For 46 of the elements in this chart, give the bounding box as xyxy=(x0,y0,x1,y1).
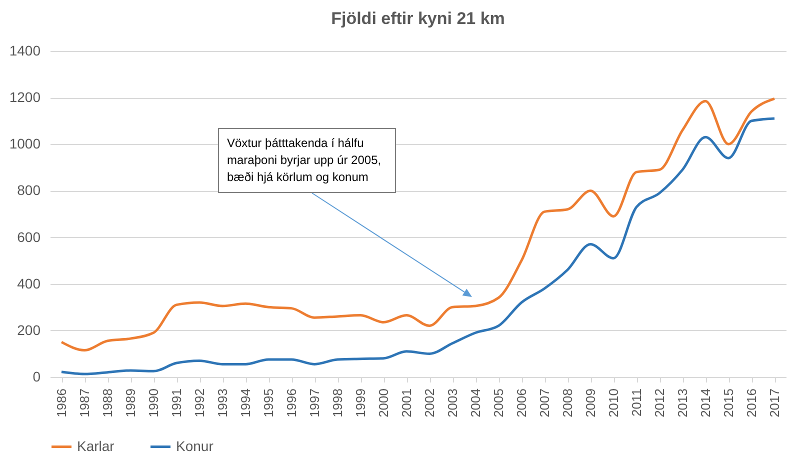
y-tick-label: 800 xyxy=(17,182,41,198)
line-series xyxy=(60,97,776,352)
x-tick-label: 2009 xyxy=(583,388,598,418)
x-tick-label: 2000 xyxy=(376,388,391,418)
x-tick-label: 1988 xyxy=(100,388,115,418)
x-tick-label: 1989 xyxy=(123,388,138,418)
x-tick-label: 1986 xyxy=(54,388,69,418)
x-tick-label: 2003 xyxy=(445,388,460,418)
y-tick-label: 200 xyxy=(17,322,41,338)
line-series xyxy=(60,117,776,376)
x-tick-label: 2017 xyxy=(767,388,782,418)
x-tick-label: 2012 xyxy=(652,388,667,418)
x-tick-label: 2013 xyxy=(675,388,690,418)
x-tick-label: 2004 xyxy=(468,388,483,418)
x-tick-label: 1987 xyxy=(77,388,92,418)
x-tick-label: 1991 xyxy=(169,388,184,418)
x-tick-label: 2006 xyxy=(514,388,529,418)
x-tick-label: 2014 xyxy=(698,388,713,418)
x-tick-label: 2005 xyxy=(491,388,506,418)
x-tick-label: 2015 xyxy=(721,388,736,418)
x-tick-label: 2016 xyxy=(744,388,759,418)
legend-label: Karlar xyxy=(77,438,115,454)
legend-label: Konur xyxy=(176,438,214,454)
x-tick-label: 1992 xyxy=(192,388,207,418)
x-tick-label: 1998 xyxy=(330,388,345,418)
y-tick-label: 0 xyxy=(32,368,41,384)
x-tick-label: 1995 xyxy=(261,388,276,418)
x-tick-label: 2010 xyxy=(606,388,621,418)
callout-box: Vöxtur þátttakenda í hálfu maraþoni byrjar upp úr 2005, bæði hjá körlum og konum xyxy=(218,128,396,193)
y-tick-label: 400 xyxy=(17,275,41,292)
chart-title: Fjöldi eftir kyni 21 km xyxy=(331,9,505,28)
x-tick-label: 2002 xyxy=(422,388,437,418)
x-tick-label: 2011 xyxy=(629,388,644,416)
x-tick-label: 1993 xyxy=(215,388,230,418)
y-tick-label: 1000 xyxy=(9,136,41,152)
x-tick-label: 1996 xyxy=(284,388,299,418)
x-tick-label: 1994 xyxy=(238,388,253,418)
x-tick-label: 1997 xyxy=(307,388,322,418)
x-tick-label: 2001 xyxy=(399,388,414,418)
x-tick-label: 2007 xyxy=(537,388,552,418)
y-tick-label: 1400 xyxy=(9,42,41,58)
x-tick-label: 2008 xyxy=(560,388,575,418)
x-tick-label: 1999 xyxy=(353,388,368,418)
y-tick-label: 1200 xyxy=(9,89,41,106)
x-tick-label: 1990 xyxy=(146,388,161,418)
y-tick-label: 600 xyxy=(17,228,41,245)
